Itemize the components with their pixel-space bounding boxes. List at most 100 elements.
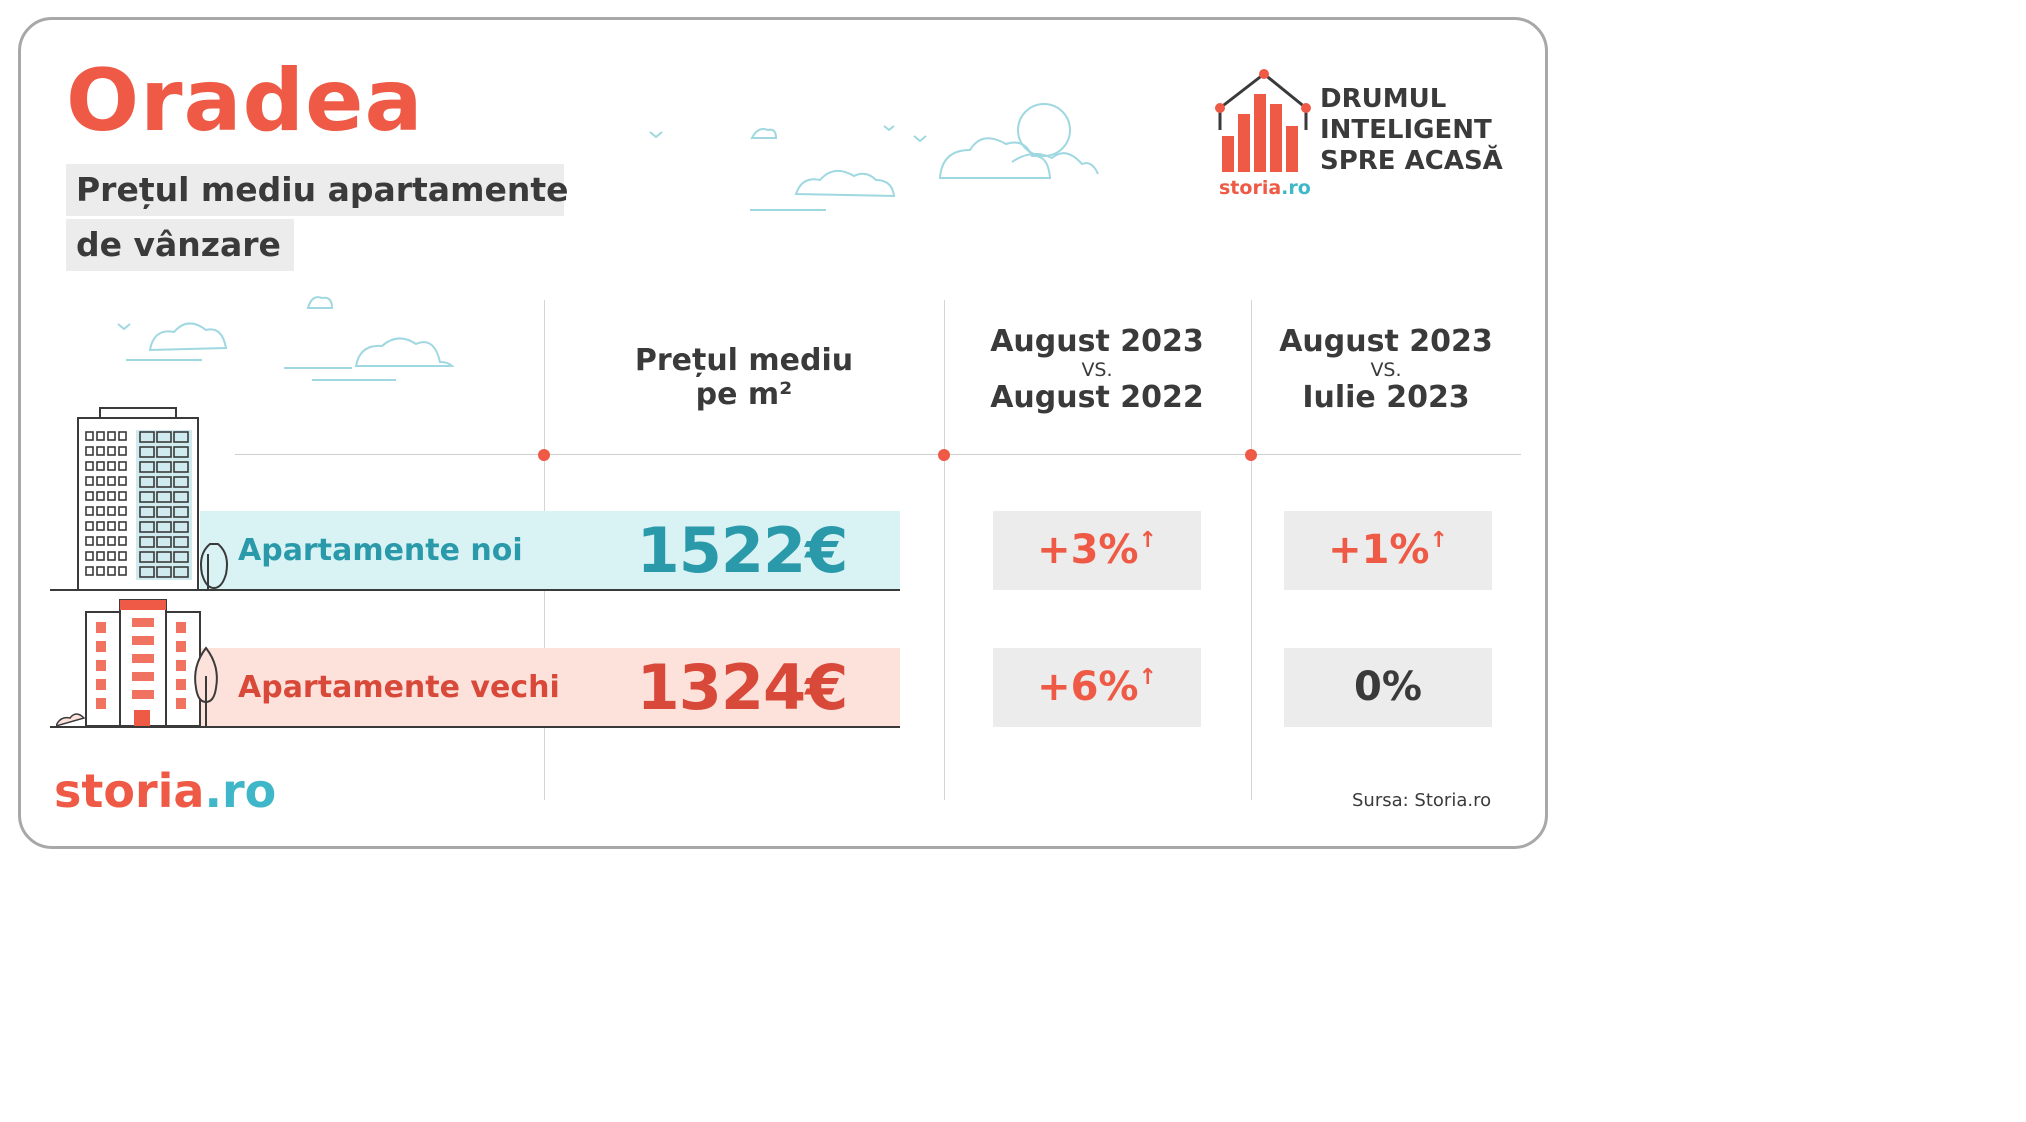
- window: [118, 461, 127, 471]
- window: [139, 431, 155, 443]
- rule-dot: [538, 449, 550, 461]
- divider-3: [1251, 300, 1252, 800]
- window: [156, 476, 172, 488]
- window: [118, 536, 127, 546]
- balcony: [132, 654, 154, 663]
- window: [85, 446, 94, 456]
- arrow-up-icon: ↑: [1429, 528, 1448, 553]
- window: [176, 641, 186, 652]
- window: [96, 551, 105, 561]
- brand-tagline: DRUMUL INTELIGENT SPRE ACASĂ: [1320, 84, 1503, 176]
- yoy-new-box: +3%↑: [993, 511, 1201, 590]
- window: [139, 476, 155, 488]
- mom-old-box: 0%: [1284, 648, 1492, 727]
- window: [139, 506, 155, 518]
- window: [156, 521, 172, 533]
- window: [107, 431, 116, 441]
- yoy-old-value: +6%: [1037, 664, 1139, 710]
- price-old: 1324€: [636, 651, 849, 724]
- window: [96, 641, 106, 652]
- window: [107, 476, 116, 486]
- window: [85, 551, 94, 561]
- window: [96, 476, 105, 486]
- window: [107, 491, 116, 501]
- window: [176, 660, 186, 671]
- window: [107, 461, 116, 471]
- source-note: Sursa: Storia.ro: [1352, 790, 1492, 811]
- mom-new-value: +1%: [1328, 527, 1430, 573]
- window: [156, 551, 172, 563]
- window: [96, 506, 105, 516]
- header-month-over-month: August 2023 VS. Iulie 2023: [1279, 324, 1493, 415]
- window: [85, 536, 94, 546]
- ground-line: [50, 726, 900, 728]
- window: [118, 491, 127, 501]
- balcony: [132, 636, 154, 645]
- clouds-top-icon: [649, 103, 1099, 211]
- window: [107, 551, 116, 561]
- window: [85, 491, 94, 501]
- window: [173, 521, 189, 533]
- house-bars-icon: [1215, 69, 1311, 172]
- window: [96, 679, 106, 690]
- divider-2: [944, 300, 945, 800]
- yoy-new-value: +3%: [1037, 527, 1139, 573]
- window: [85, 431, 94, 441]
- row-band-new: [200, 511, 900, 590]
- window: [173, 551, 189, 563]
- window: [85, 566, 94, 576]
- window: [96, 461, 105, 471]
- window: [85, 476, 94, 486]
- window: [139, 521, 155, 533]
- window: [96, 566, 105, 576]
- header-year-over-year: August 2023 VS. August 2022: [990, 324, 1204, 415]
- window: [156, 446, 172, 458]
- window: [107, 536, 116, 546]
- window: [156, 506, 172, 518]
- row-label-new: Apartamente noi: [238, 533, 523, 568]
- window: [173, 566, 189, 578]
- window: [96, 698, 106, 709]
- rule-dot: [938, 449, 950, 461]
- ground-line: [50, 589, 900, 591]
- window: [173, 461, 189, 473]
- window: [156, 431, 172, 443]
- window: [96, 491, 105, 501]
- row-band-old: [200, 648, 900, 727]
- window: [96, 521, 105, 531]
- subtitle-line-1: Prețul mediu apartamente: [66, 164, 569, 216]
- window: [156, 491, 172, 503]
- old-building-icon: [56, 599, 218, 727]
- window: [118, 566, 127, 576]
- price-new: 1522€: [636, 514, 849, 587]
- balcony: [132, 672, 154, 681]
- window: [96, 536, 105, 546]
- balcony: [132, 618, 154, 627]
- rule-dot: [1245, 449, 1257, 461]
- window: [96, 660, 106, 671]
- new-building-icon: [77, 407, 228, 590]
- city-title: Oradea: [66, 51, 424, 151]
- window: [139, 551, 155, 563]
- window: [156, 566, 172, 578]
- mom-new-box: +1%↑: [1284, 511, 1492, 590]
- window: [156, 461, 172, 473]
- window: [176, 622, 186, 633]
- window: [96, 446, 105, 456]
- window: [173, 476, 189, 488]
- brand-mini-logo: storia.ro: [1219, 177, 1311, 199]
- header-price: Prețul mediu pe m²: [634, 343, 854, 412]
- window: [139, 566, 155, 578]
- window: [118, 446, 127, 456]
- window: [107, 506, 116, 516]
- window: [139, 491, 155, 503]
- window: [173, 506, 189, 518]
- window: [118, 476, 127, 486]
- window: [85, 461, 94, 471]
- window: [96, 622, 106, 633]
- window: [176, 698, 186, 709]
- window: [107, 446, 116, 456]
- window: [173, 536, 189, 548]
- balcony: [132, 690, 154, 699]
- window: [118, 431, 127, 441]
